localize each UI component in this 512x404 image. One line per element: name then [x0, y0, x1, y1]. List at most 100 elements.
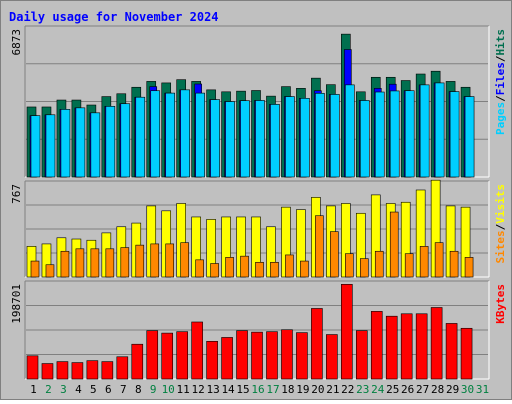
x-label-day-16: 16	[251, 383, 264, 396]
bar-kbytes-day-18	[281, 329, 293, 380]
bar-kbytes-day-13	[206, 341, 218, 380]
x-label-day-11: 11	[177, 383, 190, 396]
bar-pages-day-3	[60, 109, 71, 178]
chart-title: Daily usage for November 2024	[9, 10, 219, 24]
bar-sites-day-28	[434, 242, 444, 278]
bar-kbytes-day-11	[176, 331, 188, 380]
bar-kbytes-day-22	[341, 284, 353, 380]
bar-kbytes-day-29	[445, 323, 458, 380]
bar-kbytes-day-7	[116, 356, 129, 380]
x-label-day-2: 2	[45, 383, 52, 396]
bar-sites-day-7	[120, 247, 130, 278]
bar-sites-day-9	[150, 243, 160, 278]
x-label-day-18: 18	[281, 383, 294, 396]
bar-pages-day-1	[30, 115, 41, 178]
bar-kbytes-day-5	[86, 360, 99, 380]
bar-kbytes-day-19	[296, 332, 308, 380]
x-label-day-3: 3	[60, 383, 67, 396]
bar-kbytes-day-3	[56, 361, 69, 380]
bar-kbytes-day-23	[355, 330, 368, 380]
x-label-day-20: 20	[311, 383, 324, 396]
bar-pages-day-11	[180, 89, 190, 178]
bar-sites-day-17	[270, 261, 279, 278]
bar-sites-day-5	[90, 248, 100, 278]
x-label-day-7: 7	[120, 383, 127, 396]
bar-kbytes-day-1	[26, 355, 39, 380]
x-label-day-24: 24	[371, 383, 385, 396]
legend-entry: /	[494, 223, 507, 230]
bar-sites-day-22	[345, 253, 354, 278]
bar-sites-day-30	[464, 257, 474, 278]
bar-kbytes-day-4	[71, 362, 84, 380]
bar-sites-day-12	[195, 259, 204, 278]
bar-sites-day-6	[105, 248, 115, 278]
x-label-day-30: 30	[461, 383, 474, 396]
bar-sites-day-29	[449, 250, 459, 278]
bar-kbytes-day-6	[101, 361, 114, 380]
x-label-day-15: 15	[236, 383, 249, 396]
legend-entry: Hits	[494, 29, 507, 56]
x-label-day-8: 8	[135, 383, 142, 396]
bar-sites-day-15	[240, 255, 249, 278]
bar-sites-day-10	[165, 243, 175, 278]
bar-pages-day-12	[195, 92, 205, 178]
bar-kbytes-day-28	[430, 307, 443, 380]
legend-entry: /	[494, 95, 507, 102]
bar-sites-day-16	[255, 261, 264, 278]
bar-kbytes-day-2	[41, 363, 54, 380]
bar-pages-day-19	[300, 98, 310, 178]
bar-kbytes-day-12	[191, 321, 203, 380]
bar-kbytes-day-25	[385, 315, 398, 380]
bar-kbytes-day-27	[415, 313, 428, 380]
bar-sites-day-13	[210, 263, 219, 278]
x-label-day-13: 13	[206, 383, 219, 396]
bar-kbytes-day-10	[161, 332, 174, 380]
bar-sites-day-21	[330, 231, 339, 278]
bar-pages-day-17	[270, 104, 280, 178]
bar-kbytes-day-8	[131, 343, 144, 380]
x-label-day-31: 31	[476, 383, 489, 396]
bar-pages-day-20	[315, 93, 325, 178]
bar-sites-day-27	[419, 246, 429, 278]
bar-sites-day-1	[30, 260, 40, 278]
legend-entry: Sites	[494, 230, 507, 263]
x-label-day-10: 10	[162, 383, 175, 396]
x-label-day-21: 21	[326, 383, 339, 396]
x-label-day-1: 1	[30, 383, 37, 396]
bar-pages-day-5	[90, 112, 101, 178]
bar-sites-day-11	[180, 242, 189, 278]
bar-pages-day-22	[345, 84, 355, 178]
bar-sites-day-25	[389, 211, 399, 278]
hits-files-pages-panel-ymax-label: 6873	[10, 29, 23, 56]
bar-kbytes-day-14	[221, 337, 233, 380]
bar-sites-day-26	[404, 253, 414, 278]
bar-pages-day-30	[464, 96, 475, 178]
bar-pages-day-24	[374, 91, 385, 178]
bar-pages-day-14	[225, 101, 235, 178]
visits-sites-panel-ymax-label: 767	[10, 184, 23, 204]
x-label-day-26: 26	[401, 383, 414, 396]
x-label-day-4: 4	[75, 383, 82, 396]
bar-sites-day-20	[315, 215, 324, 278]
bar-kbytes-day-16	[251, 331, 263, 380]
legend-entry: Pages	[494, 102, 507, 135]
bar-pages-day-8	[135, 96, 146, 178]
x-label-day-9: 9	[150, 383, 157, 396]
x-label-day-14: 14	[221, 383, 235, 396]
bar-pages-day-15	[240, 100, 250, 178]
kbytes-panel-legend: KBytes	[494, 284, 507, 324]
bar-sites-day-19	[300, 260, 309, 278]
bar-sites-day-23	[359, 258, 369, 278]
visits-sites-panel-legend: Sites/Visits	[494, 184, 507, 264]
bar-kbytes-day-30	[460, 327, 473, 380]
legend-entry: Files	[494, 62, 507, 95]
x-label-day-5: 5	[90, 383, 97, 396]
legend-entry: /	[494, 55, 507, 62]
bar-pages-day-10	[165, 92, 176, 178]
bar-kbytes-day-21	[326, 334, 338, 380]
bar-pages-day-4	[75, 107, 86, 178]
bar-kbytes-day-26	[400, 313, 413, 380]
x-label-day-27: 27	[416, 383, 429, 396]
bar-sites-day-3	[60, 250, 70, 278]
